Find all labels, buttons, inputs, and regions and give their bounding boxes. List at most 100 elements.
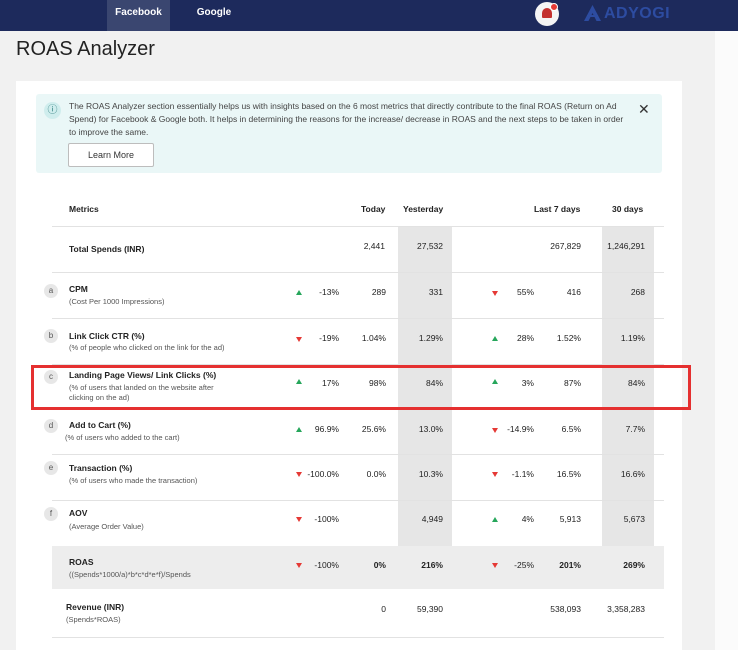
trend-down-icon — [492, 472, 498, 477]
trend-up-icon — [492, 336, 498, 341]
total-spends-today: 2,441 — [363, 241, 385, 251]
trend-down-icon — [492, 291, 498, 296]
notification-bell-icon[interactable] — [535, 2, 559, 26]
metric-badge: e — [44, 461, 58, 475]
change-vs-last7: 4% — [521, 514, 534, 524]
revenue-label: Revenue (INR) — [66, 602, 125, 612]
metric-name: CPM — [69, 284, 88, 294]
value-yesterday: 84% — [425, 378, 443, 388]
total-spends-last7: 267,829 — [550, 241, 581, 251]
header-today: Today — [361, 204, 386, 214]
metric-badge: b — [44, 329, 58, 343]
divider — [52, 454, 664, 455]
metric-description: (% of users that landed on the website a… — [69, 383, 214, 392]
change-vs-yesterday: 96.9% — [314, 424, 339, 434]
right-panel-edge — [715, 31, 738, 650]
metric-description-line2: clicking on the ad) — [69, 393, 130, 402]
learn-more-button[interactable]: Learn More — [68, 143, 154, 167]
yesterday-column-band — [398, 226, 452, 546]
change-vs-yesterday: -100% — [314, 514, 339, 524]
metric-description: (Cost Per 1000 Impressions) — [69, 297, 165, 306]
roas-row — [52, 546, 664, 589]
value-today: 25.6% — [361, 424, 386, 434]
divider — [52, 272, 664, 273]
value-30days: 84% — [627, 378, 645, 388]
revenue-last7: 538,093 — [550, 604, 581, 614]
info-banner: ⓘ The ROAS Analyzer section essentially … — [36, 94, 662, 173]
revenue-formula: (Spends*ROAS) — [66, 615, 121, 624]
roas-30days: 269% — [623, 560, 645, 570]
roas-formula: ((Spends*1000/a)*b*c*d*e*f)/Spends — [69, 570, 191, 579]
metric-badge: c — [44, 370, 58, 384]
value-today: 1.04% — [361, 333, 386, 343]
metric-badge: d — [44, 419, 58, 433]
metric-description: (Average Order Value) — [69, 522, 144, 531]
info-banner-text: The ROAS Analyzer section essentially he… — [69, 101, 624, 137]
trend-down-icon — [296, 563, 302, 568]
trend-down-icon — [296, 337, 302, 342]
metric-name: Landing Page Views/ Link Clicks (%) — [69, 370, 217, 380]
value-last7: 416 — [566, 287, 581, 297]
value-30days: 16.6% — [620, 469, 645, 479]
trend-down-icon — [296, 472, 302, 477]
value-today: 289 — [371, 287, 386, 297]
header-yesterday: Yesterday — [403, 204, 444, 214]
metric-name: Add to Cart (%) — [69, 420, 131, 430]
value-30days: 5,673 — [623, 514, 645, 524]
value-last7: 5,913 — [559, 514, 581, 524]
change-vs-yesterday: -19% — [319, 333, 339, 343]
change-vs-last7: 28% — [516, 333, 534, 343]
page-title: ROAS Analyzer — [16, 38, 155, 60]
change-vs-last7: -1.1% — [511, 469, 534, 479]
value-last7: 87% — [563, 378, 581, 388]
total-spends-label: Total Spends (INR) — [69, 244, 145, 254]
change-vs-last7: 3% — [521, 378, 534, 388]
roas-today: 0% — [373, 560, 386, 570]
bell-shape — [542, 8, 552, 18]
revenue-today: 0 — [381, 604, 386, 614]
divider — [52, 318, 664, 319]
divider — [52, 637, 664, 638]
trend-up-icon — [492, 517, 498, 522]
value-yesterday: 13.0% — [418, 424, 443, 434]
value-today: 98% — [368, 378, 386, 388]
notification-badge — [550, 3, 558, 11]
total-spends-30days: 1,246,291 — [607, 241, 645, 251]
revenue-30days: 3,358,283 — [607, 604, 645, 614]
change-vs-last7: -14.9% — [507, 424, 534, 434]
roas-last7: 201% — [559, 560, 581, 570]
30days-column-band — [602, 226, 654, 546]
highlight-box — [31, 365, 691, 410]
value-30days: 1.19% — [620, 333, 645, 343]
roas-change-vs-last7: -25% — [514, 560, 534, 570]
metric-description: (% of users who added to the cart) — [65, 433, 180, 442]
roas-change-vs-yesterday: -100% — [314, 560, 339, 570]
divider — [52, 364, 664, 365]
trend-up-icon — [296, 427, 302, 432]
metric-name: AOV — [69, 508, 88, 518]
info-icon: ⓘ — [44, 102, 61, 119]
trend-down-icon — [492, 563, 498, 568]
divider — [52, 226, 664, 227]
revenue-yesterday: 59,390 — [417, 604, 443, 614]
close-icon[interactable]: ✕ — [638, 101, 650, 117]
tab-facebook[interactable]: Facebook — [107, 0, 170, 31]
metric-badge: f — [44, 507, 58, 521]
header-metrics: Metrics — [69, 204, 99, 214]
divider — [52, 500, 664, 501]
metric-badge: a — [44, 284, 58, 298]
header-last-7-days: Last 7 days — [534, 204, 581, 214]
value-yesterday: 4,949 — [421, 514, 443, 524]
value-yesterday: 331 — [428, 287, 443, 297]
roas-yesterday: 216% — [421, 560, 443, 570]
trend-up-icon — [492, 379, 498, 384]
total-spends-yesterday: 27,532 — [417, 241, 443, 251]
trend-up-icon — [296, 379, 302, 384]
change-vs-last7: 55% — [516, 287, 534, 297]
value-30days: 268 — [630, 287, 645, 297]
value-yesterday: 1.29% — [418, 333, 443, 343]
change-vs-yesterday: 17% — [321, 378, 339, 388]
change-vs-yesterday: -100.0% — [307, 469, 339, 479]
metric-description: (% of people who clicked on the link for… — [69, 343, 225, 352]
tab-google[interactable]: Google — [196, 7, 232, 18]
